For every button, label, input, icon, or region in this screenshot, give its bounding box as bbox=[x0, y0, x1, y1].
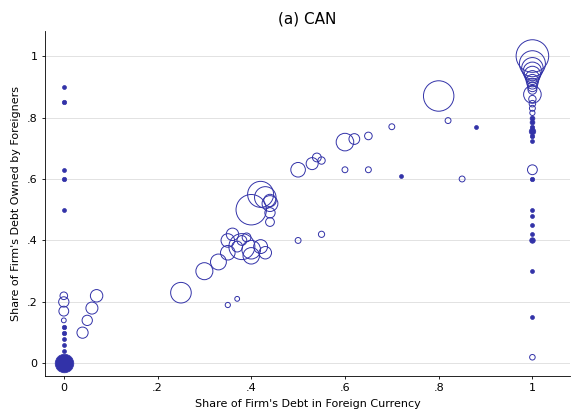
Point bbox=[232, 296, 242, 302]
Point bbox=[317, 231, 326, 238]
Point bbox=[59, 176, 69, 182]
Point bbox=[256, 191, 266, 198]
Point bbox=[387, 123, 396, 130]
Point bbox=[528, 176, 537, 182]
Point bbox=[59, 84, 69, 90]
Point bbox=[528, 96, 537, 102]
Point bbox=[528, 74, 537, 81]
Point bbox=[59, 99, 69, 105]
Point bbox=[528, 119, 537, 126]
Point bbox=[312, 154, 321, 161]
Point bbox=[232, 243, 242, 250]
Point bbox=[528, 114, 537, 121]
Point bbox=[59, 323, 69, 330]
Point bbox=[59, 336, 69, 342]
Point bbox=[59, 317, 69, 324]
Point bbox=[246, 252, 256, 259]
Title: (a) CAN: (a) CAN bbox=[278, 11, 336, 26]
Point bbox=[246, 246, 256, 253]
Point bbox=[528, 206, 537, 213]
Point bbox=[59, 292, 69, 299]
Point bbox=[364, 166, 373, 173]
Point bbox=[340, 139, 350, 145]
Point bbox=[223, 237, 232, 244]
Point bbox=[528, 84, 537, 90]
Point bbox=[350, 136, 359, 142]
Point bbox=[443, 117, 453, 124]
Point bbox=[528, 231, 537, 238]
Point bbox=[256, 243, 266, 250]
Point bbox=[340, 166, 350, 173]
Point bbox=[293, 237, 303, 244]
Point bbox=[214, 259, 223, 265]
Point bbox=[528, 77, 537, 84]
Point bbox=[92, 292, 101, 299]
Point bbox=[242, 234, 251, 241]
Point bbox=[59, 341, 69, 348]
Point bbox=[266, 210, 275, 216]
Point bbox=[59, 329, 69, 336]
Point bbox=[528, 123, 537, 130]
Point bbox=[528, 314, 537, 320]
Point bbox=[528, 222, 537, 228]
Point bbox=[87, 305, 96, 312]
Point bbox=[59, 166, 69, 173]
Point bbox=[261, 249, 270, 256]
Point bbox=[266, 197, 275, 204]
Point bbox=[528, 105, 537, 112]
Point bbox=[78, 329, 87, 336]
Point bbox=[528, 87, 537, 93]
Point bbox=[364, 133, 373, 139]
Point bbox=[457, 176, 467, 182]
Point bbox=[59, 299, 69, 305]
Point bbox=[472, 123, 481, 130]
Point bbox=[237, 237, 246, 244]
Point bbox=[176, 289, 185, 296]
Point bbox=[266, 219, 275, 226]
Point bbox=[261, 194, 270, 201]
Point bbox=[528, 268, 537, 275]
Point bbox=[528, 80, 537, 87]
Point bbox=[528, 60, 537, 67]
Point bbox=[293, 166, 303, 173]
Point bbox=[237, 243, 246, 250]
Point bbox=[528, 65, 537, 72]
Point bbox=[266, 200, 275, 207]
Point bbox=[528, 71, 537, 78]
Point bbox=[307, 160, 317, 167]
Point bbox=[397, 173, 406, 179]
Point bbox=[59, 360, 69, 367]
X-axis label: Share of Firm's Debt in Foreign Currency: Share of Firm's Debt in Foreign Currency bbox=[195, 399, 420, 409]
Point bbox=[528, 133, 537, 139]
Y-axis label: Share of Firm's Debt Owned by Foreigners: Share of Firm's Debt Owned by Foreigners bbox=[11, 86, 21, 321]
Point bbox=[528, 110, 537, 116]
Point bbox=[528, 52, 537, 59]
Point bbox=[223, 302, 232, 308]
Point bbox=[528, 100, 537, 107]
Point bbox=[246, 206, 256, 213]
Point bbox=[528, 91, 537, 98]
Point bbox=[528, 354, 537, 361]
Point bbox=[528, 213, 537, 219]
Point bbox=[223, 249, 232, 256]
Point bbox=[59, 348, 69, 354]
Point bbox=[59, 354, 69, 361]
Point bbox=[528, 237, 537, 244]
Point bbox=[528, 166, 537, 173]
Point bbox=[434, 93, 443, 100]
Point bbox=[317, 157, 326, 164]
Point bbox=[59, 308, 69, 315]
Point bbox=[528, 68, 537, 75]
Point bbox=[200, 268, 209, 275]
Point bbox=[528, 137, 537, 144]
Point bbox=[228, 231, 237, 238]
Point bbox=[83, 317, 92, 324]
Point bbox=[528, 128, 537, 135]
Point bbox=[59, 206, 69, 213]
